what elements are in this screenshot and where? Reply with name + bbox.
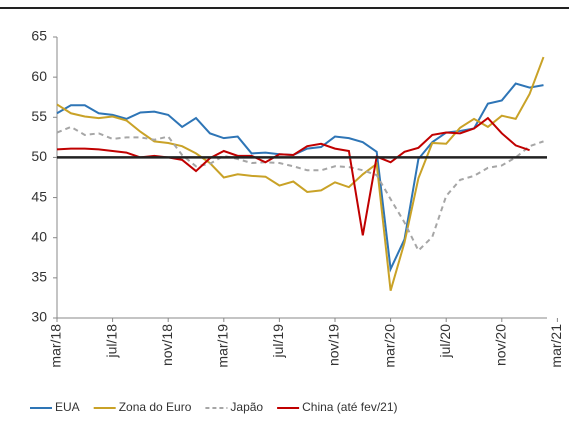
series-line <box>56 82 544 273</box>
y-tick-label: 30 <box>31 309 47 325</box>
legend-label: Japão <box>230 400 263 414</box>
legend-label: EUA <box>55 400 80 414</box>
x-tick-label: nov/18 <box>159 324 175 366</box>
x-tick-label: mar/20 <box>381 324 397 368</box>
x-tick-label: jul/19 <box>270 324 286 359</box>
x-tick-label: jul/18 <box>103 324 119 359</box>
x-tick-label: nov/19 <box>326 324 342 366</box>
x-tick-label: jul/20 <box>437 324 453 359</box>
series-line <box>56 116 530 236</box>
y-tick-label: 65 <box>31 28 47 44</box>
y-tick-label: 60 <box>31 68 47 84</box>
x-tick-label: mar/18 <box>48 324 64 368</box>
y-tick-label: 50 <box>31 148 47 164</box>
x-tick-label: mar/21 <box>548 324 564 368</box>
series-line <box>56 125 544 253</box>
legend-label: China (até fev/21) <box>302 400 397 414</box>
y-tick-label: 40 <box>31 228 47 244</box>
series-line <box>56 56 545 291</box>
y-tick-label: 35 <box>31 269 47 285</box>
legend-label: Zona do Euro <box>119 400 192 414</box>
x-tick-label: nov/20 <box>493 324 509 366</box>
y-tick-label: 45 <box>31 188 47 204</box>
y-tick-label: 55 <box>31 108 47 124</box>
x-tick-label: mar/19 <box>215 324 231 368</box>
